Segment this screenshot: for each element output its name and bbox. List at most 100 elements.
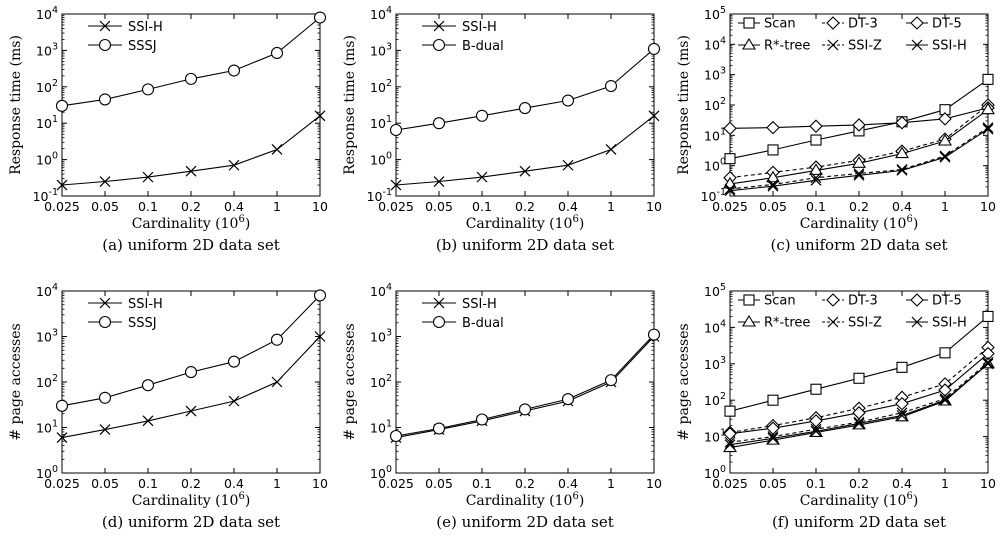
data-point bbox=[98, 391, 112, 404]
data-point bbox=[852, 156, 866, 168]
series-ssi-z bbox=[724, 356, 994, 448]
data-point bbox=[55, 399, 69, 412]
x-axis-label: Cardinality (106) bbox=[800, 491, 919, 509]
legend-entry: SSI-H bbox=[906, 316, 967, 331]
legend-label: B-dual bbox=[462, 316, 504, 331]
data-point bbox=[314, 110, 326, 122]
x-tick-label: 0.05 bbox=[425, 199, 453, 214]
data-point bbox=[604, 374, 618, 387]
y-tick-label: 102 bbox=[370, 373, 392, 390]
series-ssi-h bbox=[390, 110, 660, 191]
data-point bbox=[313, 11, 327, 24]
series-ssi-h bbox=[390, 331, 660, 444]
x-tick-label: 1 bbox=[607, 199, 615, 214]
legend-label: SSI-H bbox=[462, 20, 497, 35]
x-tick-label: 10 bbox=[980, 199, 996, 214]
data-point bbox=[896, 410, 908, 421]
legend-entry: SSI-H bbox=[906, 39, 967, 54]
legend-label: Scan bbox=[764, 294, 796, 309]
x-tick-label: 0.025 bbox=[378, 199, 414, 214]
data-point bbox=[475, 109, 489, 122]
data-point bbox=[810, 425, 822, 437]
series-b-dual bbox=[389, 328, 661, 443]
y-tick-label: 102 bbox=[36, 373, 58, 390]
data-point bbox=[647, 42, 661, 55]
data-point bbox=[142, 415, 154, 427]
x-tick-label: 0.025 bbox=[44, 476, 80, 491]
data-point bbox=[723, 426, 737, 441]
data-point bbox=[982, 123, 994, 135]
data-point bbox=[853, 169, 865, 181]
y-tick-label: 101 bbox=[370, 419, 392, 436]
y-axis-label: Response time (ms) bbox=[8, 35, 24, 175]
x-tick-label: 0.1 bbox=[138, 476, 158, 491]
data-point bbox=[810, 174, 822, 186]
data-point bbox=[648, 110, 660, 122]
x-tick-label: 1 bbox=[273, 199, 281, 214]
data-point bbox=[767, 431, 779, 443]
data-point bbox=[142, 171, 154, 183]
data-point bbox=[389, 429, 403, 443]
x-axis-label: Cardinality (106) bbox=[466, 491, 585, 509]
chart-caption: (a) uniform 2D data set bbox=[102, 236, 280, 254]
legend-label: R*-tree bbox=[764, 39, 810, 54]
data-point bbox=[809, 163, 823, 175]
y-axis-label: # page accesses bbox=[676, 323, 692, 440]
chart-panel-b: 10-1 100 101 102 103 104 0.025 0.05 0.1 0.2 0.4 1 10… bbox=[334, 0, 668, 276]
legend-label: SSI-H bbox=[128, 297, 163, 312]
x-tick-label: 1 bbox=[607, 476, 615, 491]
legend-label: SSSJ bbox=[128, 316, 157, 331]
chart-caption: (c) uniform 2D data set bbox=[771, 236, 948, 254]
legend-label: SSI-H bbox=[462, 297, 497, 312]
data-point bbox=[896, 164, 908, 175]
x-tick-label: 0.025 bbox=[712, 199, 748, 214]
data-point bbox=[895, 146, 909, 159]
data-point bbox=[141, 83, 155, 96]
y-tick-label: 104 bbox=[370, 282, 392, 299]
data-point bbox=[939, 394, 951, 406]
series-ssi-h bbox=[56, 110, 326, 191]
data-point bbox=[271, 144, 283, 155]
legend-entry: DT-3 bbox=[822, 16, 878, 32]
legend: SSI-H SSSJ bbox=[88, 20, 163, 54]
data-point bbox=[55, 99, 69, 112]
x-tick-label: 10 bbox=[312, 476, 328, 491]
data-point bbox=[724, 185, 736, 197]
data-point bbox=[723, 440, 737, 453]
series-line bbox=[395, 334, 655, 437]
legend-label: R*-tree bbox=[764, 316, 810, 331]
chart-caption: (e) uniform 2D data set bbox=[436, 513, 613, 531]
data-point bbox=[982, 358, 994, 370]
data-point bbox=[982, 356, 994, 368]
x-tick-label: 0.05 bbox=[91, 199, 119, 214]
data-point bbox=[185, 165, 197, 177]
legend-label: DT-5 bbox=[932, 17, 962, 32]
legend-entry: Scan bbox=[738, 17, 796, 32]
data-point bbox=[810, 134, 822, 146]
legend-label: DT-5 bbox=[932, 294, 962, 309]
y-tick-label: 102 bbox=[704, 96, 726, 113]
x-tick-label: 10 bbox=[646, 476, 662, 491]
x-tick-label: 10 bbox=[312, 199, 328, 214]
data-point bbox=[227, 64, 241, 77]
data-point bbox=[766, 170, 780, 183]
x-tick-label: 0.2 bbox=[849, 199, 869, 214]
legend-label: SSSJ bbox=[128, 39, 157, 54]
x-tick-label: 0.05 bbox=[91, 476, 119, 491]
data-point bbox=[184, 72, 198, 85]
chart-caption: (b) uniform 2D data set bbox=[436, 236, 614, 254]
data-point bbox=[895, 115, 909, 130]
legend-label: SSI-H bbox=[932, 39, 967, 54]
x-tick-label: 0.4 bbox=[892, 476, 912, 491]
y-tick-label: 102 bbox=[36, 78, 58, 95]
data-point bbox=[724, 405, 736, 417]
y-tick-label: 103 bbox=[704, 66, 726, 83]
y-tick-label: 104 bbox=[704, 318, 726, 335]
data-point bbox=[433, 176, 445, 187]
legend-entry: R*-tree bbox=[738, 314, 810, 331]
x-tick-label: 0.2 bbox=[181, 199, 201, 214]
y-tick-label: 102 bbox=[704, 391, 726, 408]
